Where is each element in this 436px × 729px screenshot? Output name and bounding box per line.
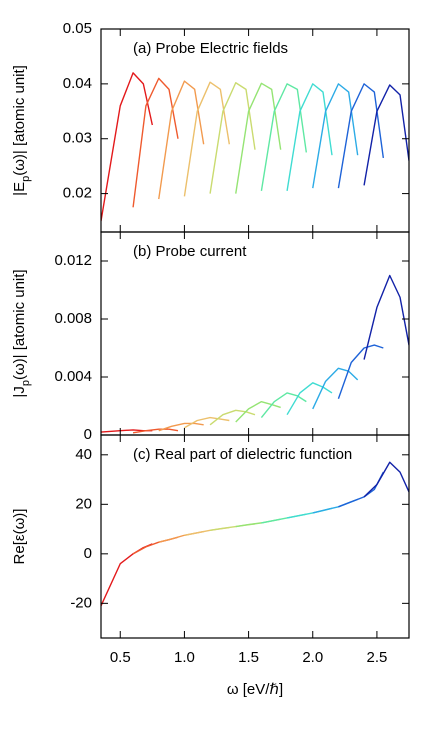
frame <box>100 28 410 233</box>
y-tick-label: 0.03 <box>63 130 92 147</box>
annotation: (c) Real part of dielectric function <box>133 446 352 463</box>
curve <box>286 83 333 191</box>
y-tick-label: 0.012 <box>54 252 92 269</box>
curve <box>158 80 205 200</box>
curve <box>260 392 307 419</box>
plot-area <box>101 274 409 434</box>
curve <box>337 83 385 189</box>
y-tick-label: 0.05 <box>63 20 92 37</box>
curve <box>363 461 409 498</box>
curve <box>286 382 333 416</box>
y-tick-label: 0 <box>84 426 92 443</box>
y-tick-label: 0.02 <box>63 185 92 202</box>
x-tick-label: 2.0 <box>302 649 323 666</box>
y-label-part: (ω)| [atomic unit] <box>11 65 28 176</box>
y-label: |Jp(ω)| [atomic unit] <box>11 269 32 397</box>
plot-area <box>101 461 409 607</box>
y-tick-label: 0.008 <box>54 310 92 327</box>
y-label: Re[ε(ω)] <box>11 509 28 565</box>
curve <box>235 82 282 194</box>
curve <box>101 543 153 607</box>
x-label: ω [eV/ℏ] <box>227 681 283 698</box>
curve <box>132 77 179 208</box>
y-tick-label: 20 <box>75 495 92 512</box>
y-tick-label: 0 <box>84 545 92 562</box>
y-tick-label: 40 <box>75 446 92 463</box>
curve <box>312 83 359 189</box>
y-label-part: (ω)| [atomic unit] <box>11 269 28 380</box>
curve <box>209 409 256 426</box>
y-label: |Ep(ω)| [atomic unit] <box>11 65 32 196</box>
x-tick-label: 0.5 <box>110 649 131 666</box>
y-tick-label: 0.004 <box>54 368 92 385</box>
curve <box>132 428 179 434</box>
x-tick-label: 1.0 <box>174 649 195 666</box>
y-tick-label: -20 <box>70 594 92 611</box>
curve <box>260 83 308 191</box>
x-tick-label: 1.5 <box>238 649 259 666</box>
curve <box>312 367 359 410</box>
curve <box>101 72 154 222</box>
annotation: (a) Probe Electric fields <box>133 40 288 57</box>
curve <box>183 81 231 197</box>
plot-area <box>101 72 409 222</box>
curve <box>158 422 204 432</box>
annotation: (b) Probe current <box>133 243 247 260</box>
frame <box>100 434 410 639</box>
y-tick-label: 0.04 <box>63 75 92 92</box>
x-tick-label: 2.5 <box>366 649 387 666</box>
y-label-part: Re[ε(ω)] <box>11 509 28 565</box>
curve <box>209 82 256 194</box>
curve <box>363 274 409 360</box>
y-label-part: p <box>20 380 32 386</box>
curve <box>235 400 281 423</box>
curve <box>337 344 384 399</box>
y-label-part: |E <box>11 182 28 196</box>
y-label-part: p <box>20 176 32 182</box>
y-label-part: |J <box>11 386 28 397</box>
curve <box>338 471 384 508</box>
curve <box>184 416 230 429</box>
curve <box>363 84 409 186</box>
